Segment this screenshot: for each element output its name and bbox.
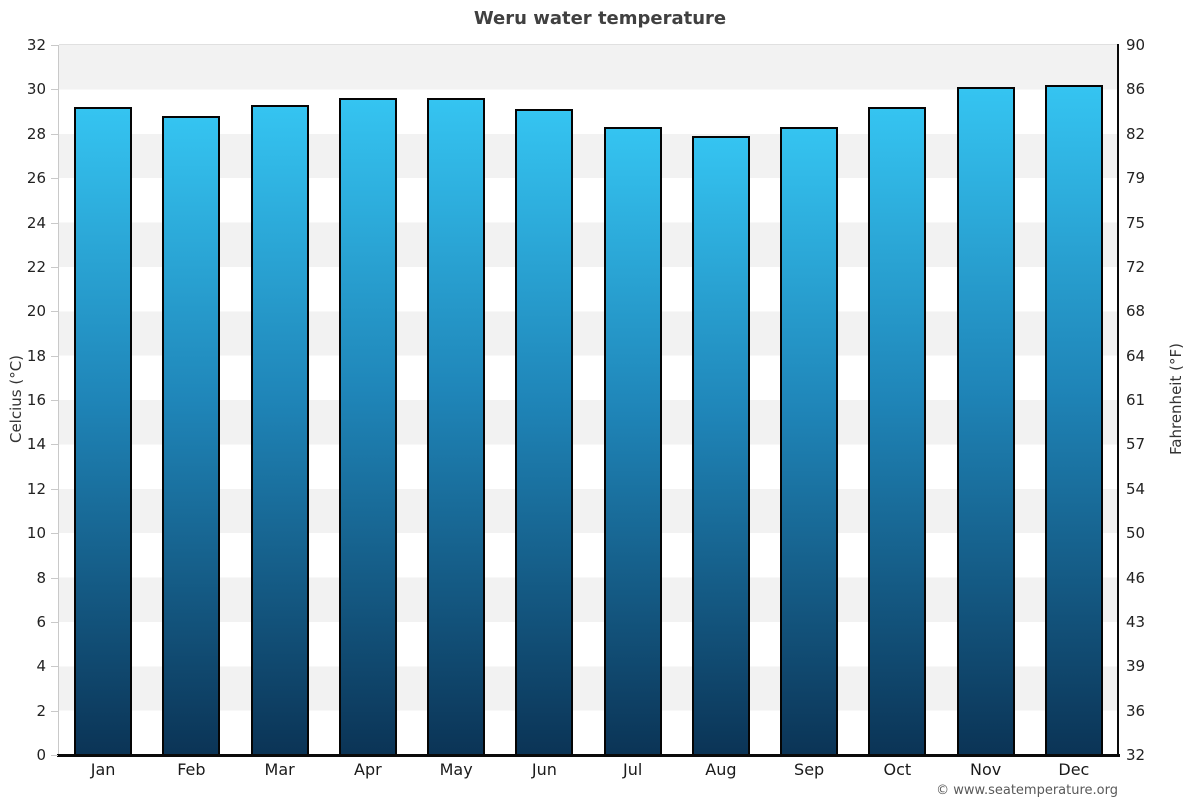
y-tick-mark [51,533,58,535]
y-tick-mark [51,444,58,446]
y-tick-label-celsius: 10 [26,524,46,543]
y-tick-label-fahrenheit: 68 [1126,302,1146,321]
y-axis-line-left [58,45,59,755]
x-tick-label-dec: Dec [1058,760,1090,779]
y-tick-mark [51,89,58,91]
y-axis-title-fahrenheit: Fahrenheit (°F) [1167,343,1185,455]
x-tick-label-mar: Mar [264,760,295,779]
y-tick-mark [51,488,58,490]
y-tick-label-fahrenheit: 39 [1126,657,1146,676]
y-tick-label-celsius: 18 [26,346,46,365]
y-tick-label-celsius: 4 [36,657,46,676]
y-tick-label-fahrenheit: 90 [1126,36,1146,54]
x-axis-line [57,754,1120,757]
bar-slot [147,45,235,754]
bar-jan [74,107,133,754]
chart-title: Weru water temperature [473,8,727,29]
y-tick-mark [51,178,58,180]
bar-jun [515,109,574,754]
y-tick-label-celsius: 22 [26,257,46,276]
bar-slot [765,45,853,754]
bar-slot [500,45,588,754]
y-tick-label-celsius: 20 [26,302,46,321]
y-tick-label-celsius: 32 [26,36,46,54]
bar-slot [853,45,941,754]
bar-feb [162,115,221,754]
y-tick-label-fahrenheit: 32 [1126,746,1146,764]
bar-slot [324,45,412,754]
y-tick-label-fahrenheit: 57 [1126,435,1146,454]
bar-slot [942,45,1030,754]
y-tick-label-celsius: 2 [36,701,46,720]
y-tick-label-fahrenheit: 43 [1126,612,1146,631]
y-tick-label-celsius: 26 [26,169,46,188]
x-tick-label-sep: Sep [794,760,825,779]
y-tick-label-celsius: 30 [26,80,46,99]
x-tick-label-nov: Nov [970,760,1002,779]
bar-slot [677,45,765,754]
bar-jul [603,126,662,754]
x-tick-label-aug: Aug [705,760,737,779]
y-tick-label-fahrenheit: 75 [1126,213,1146,232]
y-tick-label-fahrenheit: 82 [1126,124,1146,143]
x-tick-label-apr: Apr [354,760,382,779]
x-tick-label-jul: Jul [622,760,643,779]
x-tick-label-oct: Oct [883,760,912,779]
y-tick-mark [51,400,58,401]
y-axis-title-celsius: Celcius (°C) [7,354,25,444]
y-tick-label-fahrenheit: 36 [1126,701,1146,720]
bar-mar [250,104,309,754]
y-tick-mark [51,710,58,712]
x-tick-label-jan: Jan [90,760,116,779]
y-tick-mark [51,577,58,579]
x-tick-label-jun: Jun [531,760,557,779]
bar-slot [59,45,147,754]
bar-slot [412,45,500,754]
bar-apr [338,98,397,754]
copyright-text: © www.seatemperature.org [936,783,1118,798]
bar-oct [868,107,927,754]
y-tick-label-celsius: 6 [36,612,46,631]
bar-nov [956,87,1015,754]
y-tick-mark [51,755,58,756]
y-tick-label-fahrenheit: 61 [1126,391,1146,409]
y-tick-mark [51,666,58,668]
bar-slot [589,45,677,754]
bar-may [427,98,486,754]
y-tick-label-fahrenheit: 79 [1126,169,1146,188]
bar-slot [236,45,324,754]
y-tick-label-celsius: 24 [26,213,46,232]
y-tick-label-fahrenheit: 72 [1126,257,1146,276]
y-tick-label-fahrenheit: 50 [1126,524,1146,543]
plot-area: 32 30 28 26 24 22 20 18 16 14 12 10 8 6 4 2 0 90 86 82 79 75… [27,36,1145,764]
y-tick-mark [51,311,58,313]
x-tick-label-feb: Feb [177,760,206,779]
y-tick-label-celsius: 0 [36,746,46,764]
bars-container [59,45,1118,754]
y-tick-label-fahrenheit: 86 [1126,80,1146,99]
y-tick-label-fahrenheit: 46 [1126,568,1146,587]
y-tick-label-celsius: 8 [36,568,46,587]
y-tick-mark [51,621,58,623]
y-tick-label-celsius: 14 [26,435,46,454]
x-tick-label-may: May [439,760,473,779]
y-axis-line-right [1117,44,1119,756]
y-tick-label-celsius: 28 [26,124,46,143]
bar-slot [1030,45,1118,754]
y-tick-mark [51,222,58,224]
bar-sep [780,126,839,754]
y-tick-label-fahrenheit: 64 [1126,346,1146,365]
y-tick-label-celsius: 16 [26,391,46,409]
y-tick-mark [51,355,58,357]
bar-aug [691,135,750,754]
y-tick-label-celsius: 12 [26,479,46,498]
y-tick-label-fahrenheit: 54 [1126,479,1146,498]
y-tick-mark [51,266,58,268]
y-tick-mark [51,45,58,46]
bar-dec [1044,84,1103,754]
y-tick-mark [51,133,58,135]
x-axis-labels: Jan Feb Mar Apr May Jun Jul Aug Sep Oct Nov Dec [59,760,1118,784]
